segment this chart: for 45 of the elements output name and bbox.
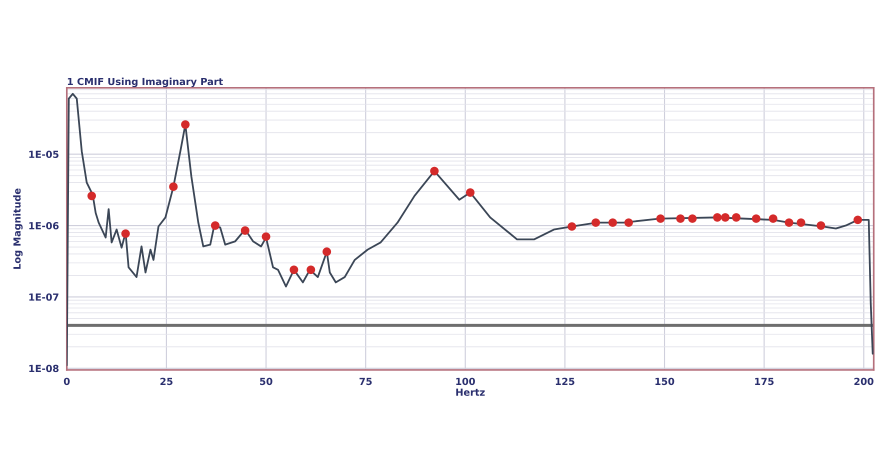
point — [240, 226, 250, 235]
y-tick-label: 1E-05 — [29, 150, 58, 158]
point — [816, 221, 826, 230]
chart-title: 1 CMIF Using Imaginary Part — [68, 78, 223, 88]
line-series — [66, 92, 874, 366]
point — [592, 218, 600, 227]
point — [290, 266, 298, 274]
point — [210, 221, 220, 230]
point — [181, 120, 190, 129]
x-tick-label: 75 — [360, 378, 372, 386]
y-tick-label: 1E-08 — [29, 364, 59, 372]
point — [466, 188, 475, 197]
point — [430, 166, 439, 176]
y-tick-label: 1E-06 — [29, 222, 59, 230]
x-tick-label: 0 — [64, 378, 70, 386]
point — [721, 213, 730, 222]
point — [608, 218, 618, 227]
x-tick-label: 25 — [160, 378, 173, 386]
point — [306, 266, 316, 274]
point — [768, 214, 778, 223]
point — [624, 218, 633, 227]
x-tick-label: 150 — [655, 378, 674, 386]
point — [568, 222, 576, 231]
point — [784, 218, 794, 227]
point — [676, 214, 685, 223]
point — [262, 232, 270, 241]
x-tick-label: 50 — [260, 378, 272, 386]
x-tick-label: 175 — [755, 378, 774, 386]
y-axis-title: Log Magnitude — [13, 188, 23, 269]
point — [169, 182, 178, 191]
point — [854, 216, 862, 224]
point — [322, 247, 332, 256]
point — [713, 213, 722, 222]
point — [87, 192, 96, 200]
y-tick-label: 1E-07 — [29, 293, 58, 301]
x-tick-label: 200 — [854, 378, 874, 386]
point — [752, 214, 760, 223]
x-axis-title: Hertz — [456, 388, 485, 396]
point — [688, 214, 697, 223]
x-tick-label: 125 — [556, 378, 574, 386]
point — [656, 214, 665, 223]
point — [121, 229, 130, 238]
point — [732, 213, 741, 222]
x-tick-label: 100 — [456, 378, 475, 386]
point — [796, 218, 806, 227]
